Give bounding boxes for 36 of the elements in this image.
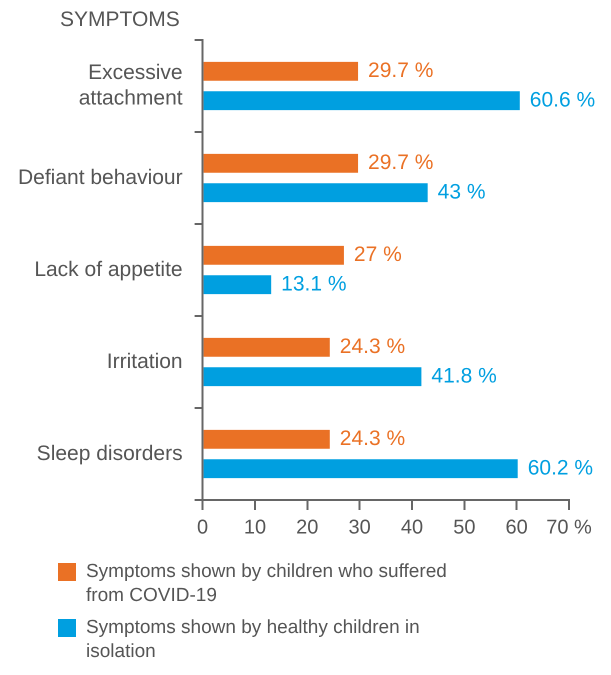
data-label: 60.6 %	[530, 88, 596, 112]
data-label: 43 %	[438, 180, 486, 204]
bar	[204, 338, 330, 357]
y-tick-label: Defiant behaviour	[18, 166, 183, 189]
y-tick-label: Irritation	[106, 350, 183, 373]
bar	[204, 459, 518, 478]
data-label: 60.2 %	[528, 456, 594, 480]
bar	[204, 367, 422, 386]
data-label: 24.3 %	[340, 427, 406, 450]
bar	[204, 430, 330, 449]
bar	[204, 91, 520, 110]
x-tick-label: 60	[506, 516, 528, 539]
y-tick-label: Excessive attachment	[78, 61, 183, 110]
x-tick-label: 50	[453, 516, 476, 539]
x-tick-label: 20	[296, 516, 318, 539]
y-tick-label: Sleep disorders	[36, 442, 183, 465]
x-tick-label: 30	[348, 516, 371, 539]
y-tick-label: Lack of appetite	[34, 258, 183, 281]
bar	[204, 183, 428, 202]
data-label: 29.7 %	[368, 151, 434, 174]
data-label: 27 %	[354, 243, 402, 266]
data-label: 41.8 %	[431, 364, 497, 388]
x-tick-label: 10	[244, 516, 266, 539]
data-label: 24.3 %	[340, 335, 406, 358]
legend-label: Symptoms shown by healthy children in isolation	[86, 616, 421, 664]
x-tick-label: 0	[197, 516, 208, 539]
bar	[204, 275, 272, 294]
x-tick-label: 70 %	[546, 516, 592, 539]
x-tick-label: 40	[400, 516, 424, 539]
bar	[204, 246, 344, 265]
bar	[204, 154, 358, 173]
legend-label: Symptoms shown by children who suffered from COVID-19	[86, 560, 448, 608]
data-label: 13.1 %	[281, 272, 347, 296]
bar	[204, 62, 358, 81]
y-axis-title: SYMPTOMS	[60, 8, 180, 32]
data-label: 29.7 %	[368, 59, 434, 82]
